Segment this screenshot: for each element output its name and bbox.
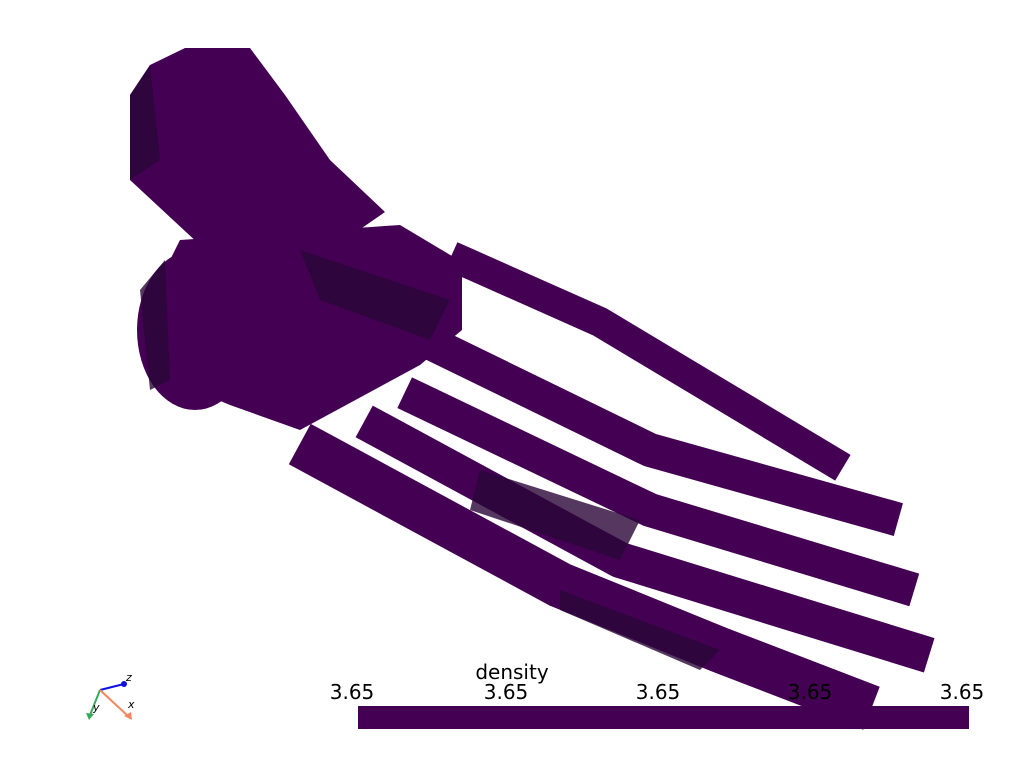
midfoot-region (150, 225, 462, 430)
ankle-region (130, 48, 385, 250)
scalar-bar-tick: 3.65 (483, 680, 529, 704)
toe-5 (288, 423, 880, 730)
scalar-bar-tick: 3.65 (939, 680, 985, 704)
toe-1 (445, 242, 851, 481)
axis-z-label: z (125, 671, 132, 684)
axis-y-label: y (92, 701, 100, 714)
orientation-axes-widget: z y x (86, 671, 135, 720)
toe-2 (422, 327, 903, 536)
axis-x-label: x (127, 698, 135, 711)
scalar-bar-title: density (475, 660, 549, 684)
scalar-bar-tick: 3.65 (787, 680, 833, 704)
scalar-bar-tick: 3.65 (329, 680, 375, 704)
toe-3 (397, 377, 920, 607)
shading (130, 65, 720, 670)
scalar-bar-colormap (358, 706, 969, 729)
scalar-bar-tick: 3.65 (635, 680, 681, 704)
foot-mesh (130, 48, 935, 730)
